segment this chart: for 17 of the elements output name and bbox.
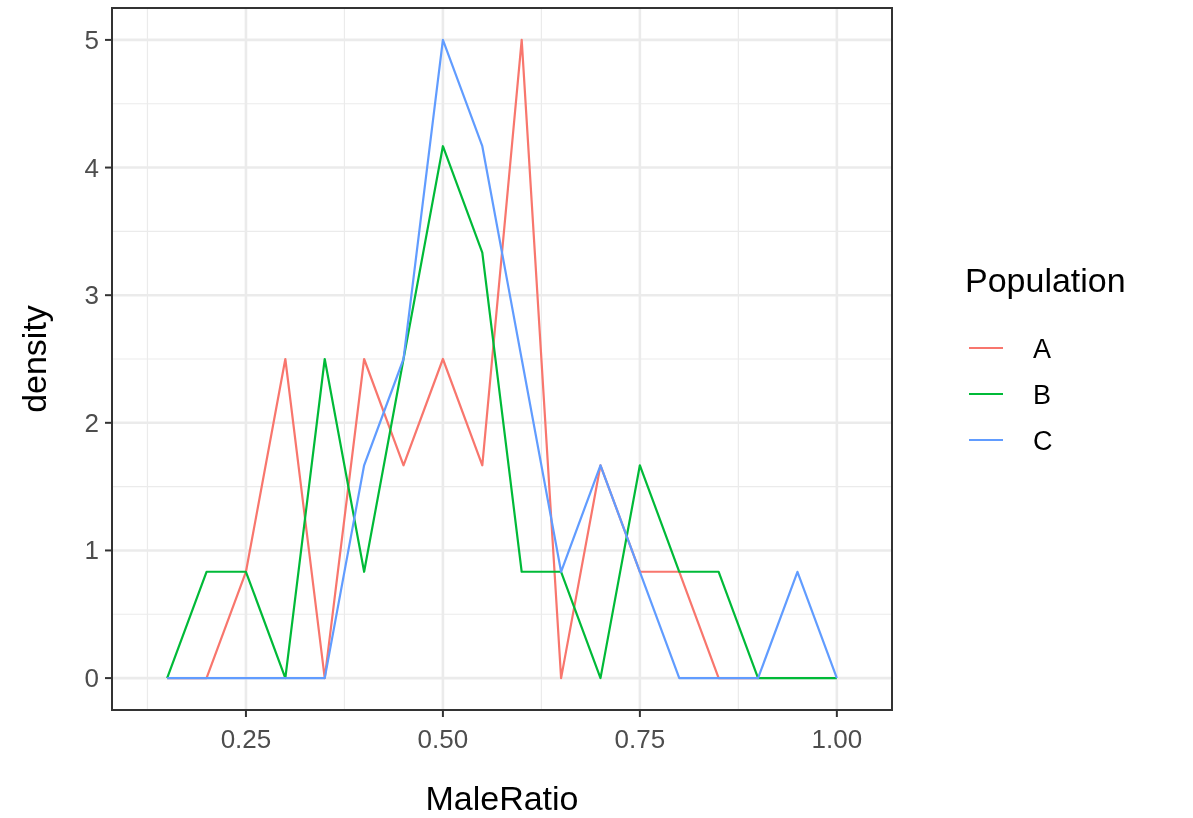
x-axis-title: MaleRatio <box>425 779 579 817</box>
y-tick-label: 4 <box>84 152 99 183</box>
y-tick-label: 5 <box>84 24 99 55</box>
x-tick-label: 1.00 <box>811 724 863 754</box>
legend-label: C <box>1033 426 1053 456</box>
y-tick-label: 0 <box>84 663 99 694</box>
line-series <box>166 145 838 680</box>
legend-title: Population <box>965 261 1126 299</box>
x-tick-label: 0.75 <box>614 724 666 754</box>
legend-label: A <box>1033 334 1052 364</box>
y-tick-label: 2 <box>84 407 99 438</box>
x-tick-label: 0.50 <box>417 724 469 754</box>
y-tick-label: 3 <box>84 280 99 311</box>
x-tick-label: 0.25 <box>220 724 272 754</box>
y-tick-label: 1 <box>84 535 99 566</box>
legend-label: B <box>1033 380 1052 410</box>
y-axis-title: density <box>15 305 53 413</box>
